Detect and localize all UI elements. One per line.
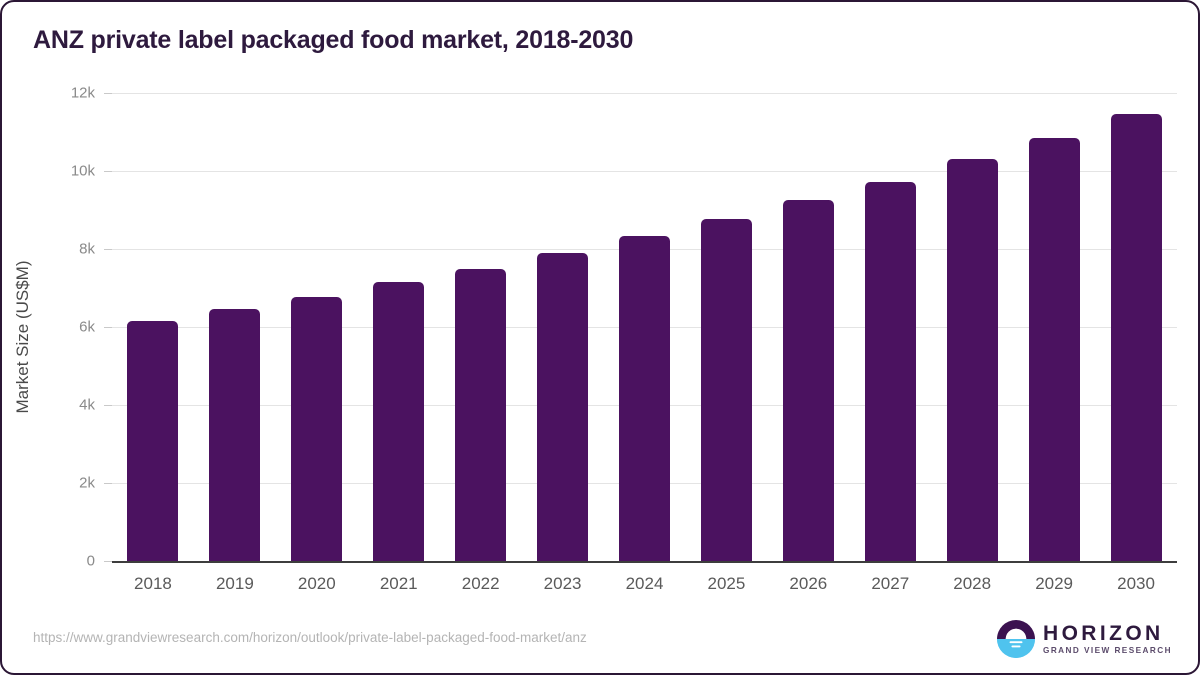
y-axis-tick bbox=[104, 405, 112, 406]
x-axis-tick-label: 2025 bbox=[707, 574, 746, 593]
y-axis-tick-label: 4k bbox=[79, 396, 95, 414]
x-axis-tick-label: 2021 bbox=[379, 574, 418, 593]
page-title: ANZ private label packaged food market, … bbox=[33, 26, 634, 54]
y-axis-tick bbox=[104, 93, 112, 94]
x-axis-tick-label: 2027 bbox=[871, 574, 910, 593]
x-axis-tick-label: 2018 bbox=[134, 574, 172, 593]
y-axis-tick bbox=[104, 561, 112, 562]
bar-2019[interactable] bbox=[209, 309, 261, 561]
x-axis-tick-label: 2020 bbox=[297, 574, 336, 593]
gridline bbox=[112, 171, 1177, 172]
bar-2020[interactable] bbox=[291, 296, 343, 561]
x-axis-tick-label: 2026 bbox=[789, 574, 828, 593]
logo-text: HORIZON GRAND VIEW RESEARCH bbox=[1043, 623, 1172, 655]
x-axis-tick-label: 2022 bbox=[461, 574, 500, 593]
bar-2023[interactable] bbox=[537, 252, 589, 561]
gridline bbox=[112, 93, 1177, 94]
bar-2028[interactable] bbox=[946, 159, 998, 561]
x-axis-tick-label: 2029 bbox=[1035, 574, 1074, 593]
y-axis-tick bbox=[104, 171, 112, 172]
x-axis-tick-label: 2023 bbox=[543, 574, 582, 593]
y-axis-tick-label: 0 bbox=[86, 552, 95, 570]
horizon-logo[interactable]: HORIZON GRAND VIEW RESEARCH bbox=[997, 620, 1172, 658]
y-axis-title: Market Size (US$M) bbox=[13, 260, 32, 414]
bar-2021[interactable] bbox=[373, 282, 425, 561]
x-axis-tick-label: 2019 bbox=[215, 574, 254, 593]
bar-2029[interactable] bbox=[1028, 137, 1080, 561]
y-axis-tick bbox=[104, 483, 112, 484]
y-axis-tick bbox=[104, 327, 112, 328]
source-url[interactable]: https://www.grandviewresearch.com/horizo… bbox=[33, 630, 587, 645]
horizon-sun-circle-icon bbox=[997, 620, 1035, 658]
bar-2030[interactable] bbox=[1110, 113, 1162, 561]
bar-2024[interactable] bbox=[619, 236, 670, 561]
y-axis-tick-label: 6k bbox=[79, 318, 95, 336]
x-axis-tick-label: 2028 bbox=[953, 574, 992, 593]
y-axis-tick-label: 12k bbox=[70, 84, 95, 102]
bar-2027[interactable] bbox=[864, 181, 916, 561]
y-axis-tick-label: 10k bbox=[70, 162, 95, 180]
x-axis-line bbox=[112, 561, 1177, 563]
logo-tagline: GRAND VIEW RESEARCH bbox=[1043, 645, 1172, 655]
bar-2025[interactable] bbox=[700, 218, 752, 561]
bar-2022[interactable] bbox=[455, 268, 507, 561]
x-axis-tick-label: 2024 bbox=[625, 574, 664, 593]
bar-2018[interactable] bbox=[127, 321, 179, 561]
bar-2026[interactable] bbox=[782, 200, 834, 561]
y-axis-tick bbox=[104, 249, 112, 250]
y-axis-tick-label: 8k bbox=[79, 240, 95, 258]
logo-wordmark: HORIZON bbox=[1043, 621, 1164, 645]
y-axis-tick-label: 2k bbox=[79, 474, 95, 492]
x-axis-tick-label: 2030 bbox=[1117, 574, 1155, 593]
plot-area bbox=[104, 93, 1177, 562]
